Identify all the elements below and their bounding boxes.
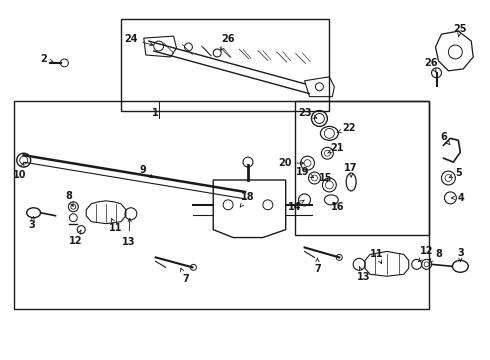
Text: 26: 26	[424, 58, 437, 72]
Text: 4: 4	[451, 193, 465, 203]
Text: 18: 18	[240, 192, 255, 207]
Text: 19: 19	[296, 167, 314, 177]
Text: 17: 17	[344, 163, 358, 177]
Text: 1: 1	[152, 108, 159, 117]
Text: 25: 25	[454, 24, 467, 37]
Text: 12: 12	[419, 247, 433, 262]
Text: 3: 3	[457, 248, 464, 262]
Text: 7: 7	[181, 268, 189, 284]
Text: 6: 6	[440, 132, 450, 145]
Text: 5: 5	[449, 168, 462, 178]
Text: 13: 13	[122, 219, 136, 247]
Text: 16: 16	[331, 202, 344, 212]
Text: 15: 15	[318, 173, 332, 183]
Text: 10: 10	[13, 163, 26, 180]
Text: 11: 11	[109, 219, 123, 233]
Text: 11: 11	[370, 249, 384, 264]
Bar	[294, 100, 429, 235]
Text: 21: 21	[328, 143, 344, 153]
Text: 7: 7	[314, 258, 321, 274]
Text: 8: 8	[65, 191, 73, 206]
Text: 12: 12	[69, 230, 82, 246]
Text: 24: 24	[124, 34, 153, 46]
Bar	[121, 19, 329, 111]
Text: 23: 23	[298, 108, 317, 118]
Text: 20: 20	[278, 158, 304, 168]
Text: 22: 22	[337, 123, 356, 134]
Text: 14: 14	[288, 200, 304, 212]
Bar	[14, 100, 429, 309]
Text: 2: 2	[40, 54, 53, 64]
Text: 26: 26	[220, 34, 235, 50]
Text: 13: 13	[357, 267, 371, 282]
Text: 8: 8	[429, 249, 442, 262]
Text: 3: 3	[28, 216, 35, 230]
Text: 9: 9	[140, 165, 153, 178]
